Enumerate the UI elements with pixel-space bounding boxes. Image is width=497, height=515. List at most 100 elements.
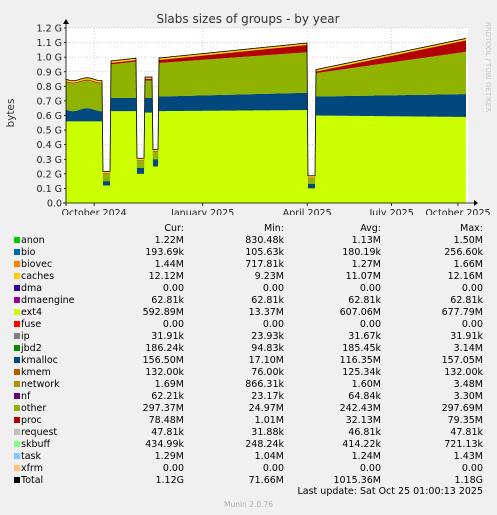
footer: Munin 2.0.76 [223,500,274,509]
legend-min: 717.81k [245,259,284,270]
legend-swatch [14,465,20,471]
legend-row-skbuff: skbuff 434.99k 248.24k 414.22k 721.13k [0,439,497,451]
stacked-areas [65,38,467,203]
x-ticks: October 2024 January 2025 April 2025 July 2… [62,203,491,215]
legend-name: dma [21,283,43,294]
legend-swatch [14,321,20,327]
total-line [65,38,467,177]
legend-avg: 185.45k [342,343,381,354]
y-tick-label: 0.4 G [37,140,63,151]
legend-min: 0.00 [262,319,284,330]
x-tick-label: July 2025 [368,208,413,215]
legend-max: 0.00 [461,319,483,330]
legend-swatch [14,417,20,423]
x-tick-label: October 2025 [425,208,490,215]
y-ticks: 0.0 0.1 G 0.2 G 0.3 G 0.4 G 0.5 G 0.6 G 0.7 G 0.… [37,24,66,210]
legend-min: 105.63k [245,247,284,258]
legend-avg: 1.60M [351,379,381,390]
header-max: Max: [460,223,483,234]
legend-swatch [14,297,20,303]
legend-avg: 0.00 [359,283,381,294]
legend-name: task [21,451,41,462]
legend-cur: 1.69M [154,379,184,390]
legend-min: 23.93k [251,331,284,342]
legend-cur: 0.00 [162,463,184,474]
legend-name: ext4 [21,307,43,318]
legend-min: 0.00 [262,283,284,294]
y-tick-label: 0.1 G [37,184,63,195]
y-tick-label: 0.0 [47,199,62,210]
legend-cur: 62.21k [151,391,184,402]
legend-avg: 1015.36M [333,475,381,486]
legend-max: 1.50M [453,235,483,246]
y-tick-label: 0.9 G [37,67,63,78]
legend-row-task: task 1.29M 1.04M 1.24M 1.43M [0,451,497,463]
y-axis-label: bytes [5,99,17,128]
legend-swatch [14,429,20,435]
legend-row-kmalloc: kmalloc 156.50M 17.10M 116.35M 157.05M [0,355,497,367]
chart: Slabs sizes of groups - by year bytes RR… [5,12,492,215]
legend-swatch [14,345,20,351]
legend-min: 9.23M [254,271,284,282]
legend-name: bio [21,247,36,258]
legend-swatch [14,261,20,267]
legend-cur: 156.50M [142,355,184,366]
legend-avg: 0.00 [359,463,381,474]
legend-name: Total [21,475,44,486]
legend-avg: 1.27M [351,259,381,270]
last-update: Last update: Sat Oct 25 01:00:13 2025 [297,486,483,497]
header-avg: Avg: [360,223,381,234]
legend-min: 1.01M [254,415,284,426]
legend-min: 1.04M [254,451,284,462]
legend-min: 830.48k [245,235,284,246]
legend-max: 132.00k [444,367,483,378]
legend-avg: 62.81k [348,295,381,306]
legend-avg: 125.34k [342,367,381,378]
legend-row-dma: dma 0.00 0.00 0.00 0.00 [0,283,497,295]
legend-max: 1.43M [453,451,483,462]
legend-cur: 1.44M [154,259,184,270]
legend-row-caches: caches 12.12M 9.23M 11.07M 12.16M [0,271,497,283]
legend-min: 24.97M [248,403,284,414]
legend-cur: 1.22M [154,235,184,246]
legend-avg: 242.43M [339,403,381,414]
legend-min: 248.24k [245,439,284,450]
legend-swatch [14,393,20,399]
legend-max: 3.14M [453,343,483,354]
legend-name: biovec [21,259,53,270]
legend-avg: 31.67k [348,331,381,342]
legend-min: 17.10M [248,355,284,366]
legend-swatch [14,249,20,255]
legend-name: anon [21,235,45,246]
legend-avg: 1.13M [351,235,381,246]
legend-swatch [14,477,20,483]
legend-swatch [14,285,20,291]
legend-cur: 592.89M [142,307,184,318]
x-tick-label: January 2025 [170,208,234,215]
legend-cur: 1.12G [155,475,184,486]
legend-cur: 62.81k [151,295,184,306]
legend-max: 3.30M [453,391,483,402]
legend-name: dmaengine [21,295,75,306]
legend-max: 721.13k [444,439,483,450]
legend-min: 13.37M [248,307,284,318]
legend-avg: 116.35M [339,355,381,366]
area-ext4 [66,110,466,203]
legend-cur: 434.99k [145,439,184,450]
legend-name: ip [21,331,30,342]
legend-swatch [14,453,20,459]
y-tick-label: 0.5 G [37,126,63,137]
x-axis-arrow [474,200,478,206]
legend-swatch [14,441,20,447]
legend-max: 31.91k [450,331,483,342]
legend-swatch [14,273,20,279]
legend-max: 677.79M [441,307,483,318]
legend-cur: 193.69k [145,247,184,258]
legend-cur: 31.91k [151,331,184,342]
legend-name: proc [21,415,42,426]
legend-row-anon: anon 1.22M 830.48k 1.13M 1.50M [0,235,497,247]
legend-cur: 186.24k [145,343,184,354]
y-tick-label: 1.1 G [37,38,63,49]
legend-max: 1.18G [454,475,483,486]
legend-cur: 297.37M [142,403,184,414]
